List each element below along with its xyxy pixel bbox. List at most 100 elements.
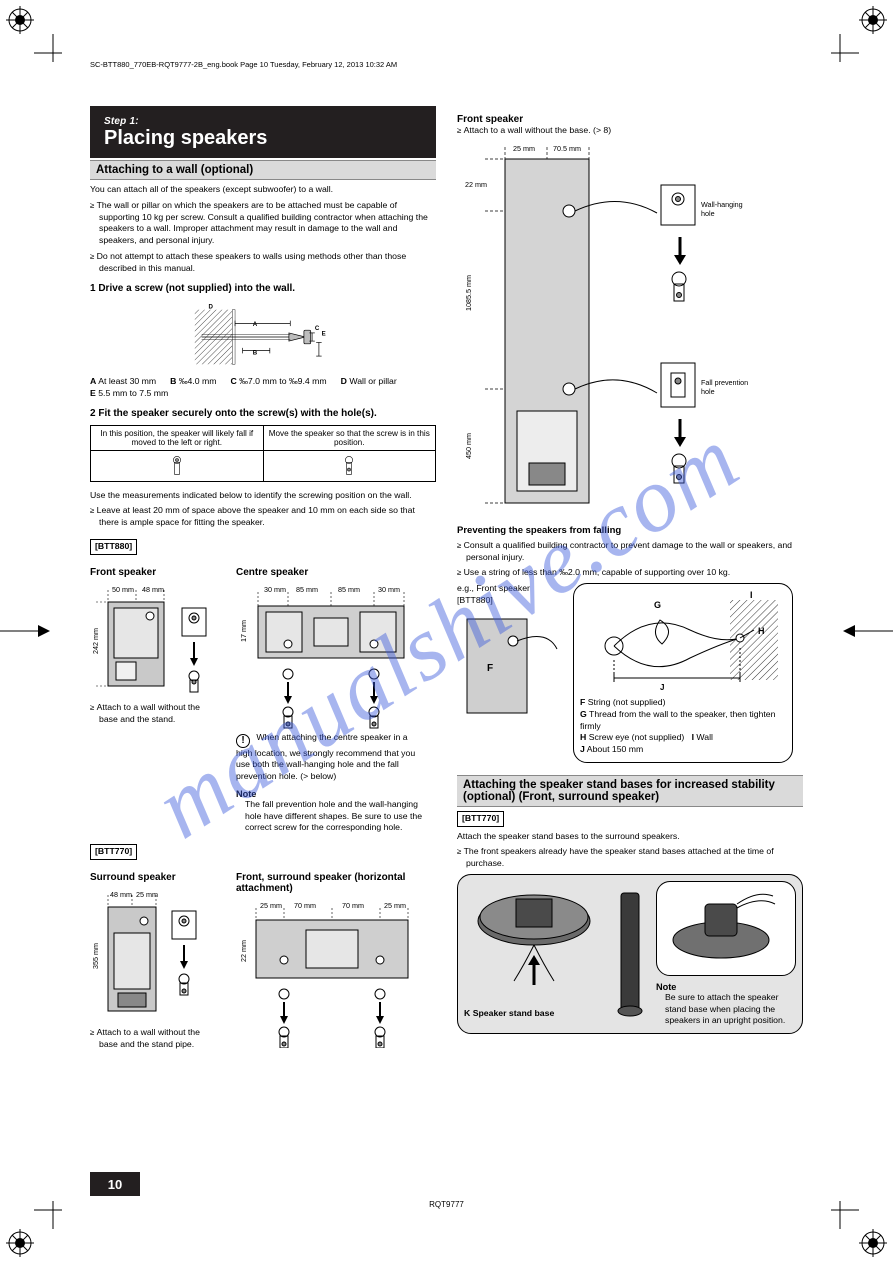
front-880-dia: 50 mm 48 mm 242 mm — [90, 582, 220, 702]
svg-text:Fall prevention: Fall prevention — [701, 378, 748, 387]
svg-text:25 mm: 25 mm — [513, 144, 535, 153]
svg-text:22 mm: 22 mm — [239, 940, 248, 962]
svg-text:hole: hole — [701, 209, 715, 218]
svg-text:85 mm: 85 mm — [296, 585, 318, 594]
model-btt770: [BTT770] — [90, 844, 137, 860]
svg-text:355 mm: 355 mm — [91, 943, 100, 969]
step-sub: Step 1: — [104, 116, 422, 127]
side-mark-left — [0, 623, 50, 639]
wall-bullet-1: The wall or pillar on which the speakers… — [90, 200, 436, 247]
svg-text:22 mm: 22 mm — [465, 180, 487, 189]
screw-bad-h: Move the speaker so that the screw is in… — [263, 425, 436, 450]
falling-eg: e.g., Front speaker [BTT880] — [457, 583, 567, 606]
svg-text:242 mm: 242 mm — [91, 628, 100, 654]
svg-text:A: A — [253, 321, 258, 328]
step-title: Placing speakers — [104, 127, 422, 150]
fsh-770-dia: 25 mm 70 mm 70 mm 25 mm 22 mm — [236, 898, 426, 1048]
positions-bullet: Leave at least 20 mm of space above the … — [90, 505, 436, 529]
svg-text:25 mm: 25 mm — [384, 901, 406, 910]
side-mark-right — [843, 623, 893, 639]
svg-text:25 mm: 25 mm — [260, 901, 282, 910]
svg-text:70 mm: 70 mm — [342, 901, 364, 910]
right-column: Front speaker Attach to a wall without t… — [457, 106, 803, 1034]
svg-text:50 mm: 50 mm — [112, 585, 134, 594]
surround-770-h: Surround speaker — [90, 872, 220, 883]
front-880-h: Front speaker — [90, 567, 220, 578]
svg-text:I: I — [750, 590, 753, 600]
svg-text:G: G — [654, 600, 661, 610]
label-A: A At least 30 mm — [90, 376, 156, 388]
step1-h: 1 Drive a screw (not supplied) into the … — [90, 282, 436, 296]
keyhole-icon-bad — [340, 454, 358, 478]
screw-position-table: In this position, the speaker will likel… — [90, 425, 436, 482]
base-text-1: Attach the speaker stand bases to the su… — [457, 831, 803, 843]
front-770-tall-dia: 25 mm 70.5 mm 22 mm 1085.5 mm 450 mm Wal… — [457, 141, 803, 521]
svg-text:E: E — [322, 330, 326, 337]
svg-text:85 mm: 85 mm — [338, 585, 360, 594]
section-wall: Attaching to a wall (optional) — [90, 160, 436, 180]
center-880-note-h: Note — [236, 789, 426, 799]
label-D: D Wall or pillar — [341, 376, 397, 388]
center-880-note: The fall prevention hole and the wall-ha… — [236, 799, 426, 834]
base-text-2: The front speakers already have the spea… — [457, 846, 803, 870]
base-note: Be sure to attach the speaker stand base… — [656, 992, 796, 1027]
crop-mark-br — [831, 1201, 887, 1257]
svg-text:D: D — [208, 303, 213, 310]
footline: RQT9777 — [90, 1200, 803, 1209]
falling-h: Preventing the speakers from falling — [457, 525, 803, 536]
wall-bullet-2: Do not attempt to attach these speakers … — [90, 251, 436, 275]
svg-text:Wall-hanging: Wall-hanging — [701, 200, 743, 209]
label-K: K Speaker stand base — [464, 1008, 554, 1018]
step2-h: 2 Fit the speaker securely onto the scre… — [90, 407, 436, 421]
center-880-dia: 30 mm 85 mm 85 mm 30 mm 17 mm — [236, 582, 426, 732]
svg-text:C: C — [315, 325, 320, 332]
label-B: B ‰4.0 mm — [170, 376, 216, 388]
base-panel: K Speaker stand base Note Be sure to att… — [457, 874, 803, 1034]
center-880-h: Centre speaker — [236, 567, 426, 578]
base-note-h: Note — [656, 982, 796, 992]
svg-text:30 mm: 30 mm — [264, 585, 286, 594]
wall-intro: You can attach all of the speakers (exce… — [90, 184, 436, 196]
svg-text:1085.5 mm: 1085.5 mm — [464, 275, 473, 311]
front-770-bullet: Attach to a wall without the base. (> 8) — [457, 125, 803, 137]
crop-mark-tl — [6, 6, 62, 62]
model-btt880: [BTT880] — [90, 539, 137, 555]
section-base: Attaching the speaker stand bases for in… — [457, 775, 803, 807]
falling-speaker-dia: F — [457, 611, 567, 721]
svg-text:hole: hole — [701, 387, 715, 396]
svg-text:48 mm: 48 mm — [110, 890, 132, 899]
svg-text:48 mm: 48 mm — [142, 585, 164, 594]
center-880-warn: When attaching the centre speaker in a h… — [236, 732, 415, 781]
front-880-bullet: Attach to a wall without the base and th… — [90, 702, 220, 726]
running-header: SC-BTT880_770EB-RQT9777-2B_eng.book Page… — [90, 60, 397, 69]
positions-note: Use the measurements indicated below to … — [90, 490, 436, 502]
left-column: Step 1: Placing speakers Attaching to a … — [90, 106, 436, 1050]
keyhole-icon-good — [168, 454, 186, 478]
falling-detail-panel: I G H J F String (not supplied) G Thread… — [573, 583, 793, 763]
screw-figure: D C A B E — [188, 302, 338, 372]
fsh-770-h: Front, surround speaker (horizontal atta… — [236, 872, 426, 894]
svg-text:70 mm: 70 mm — [294, 901, 316, 910]
svg-text:450 mm: 450 mm — [464, 433, 473, 459]
falling-b1: Consult a qualified building contractor … — [457, 540, 803, 564]
svg-text:H: H — [758, 626, 765, 636]
screw-good-h: In this position, the speaker will likel… — [91, 425, 264, 450]
svg-text:30 mm: 30 mm — [378, 585, 400, 594]
front-770-h: Front speaker — [457, 114, 803, 125]
label-C: C ‰7.0 mm to ‰9.4 mm — [231, 376, 327, 388]
svg-text:J: J — [660, 683, 664, 690]
falling-b2: Use a string of less than ‰2.0 mm, capab… — [457, 567, 803, 579]
svg-text:F: F — [487, 663, 493, 674]
surround-770-dia: 48 mm 25 mm 355 mm — [90, 887, 220, 1027]
warning-icon: ! — [236, 734, 250, 748]
svg-text:25 mm: 25 mm — [136, 890, 158, 899]
svg-text:17 mm: 17 mm — [239, 620, 248, 642]
step-banner: Step 1: Placing speakers — [90, 106, 436, 158]
model-btt770-2: [BTT770] — [457, 811, 504, 827]
crop-mark-tr — [831, 6, 887, 62]
crop-mark-bl — [6, 1201, 62, 1257]
page-number: 10 — [90, 1172, 140, 1196]
label-E: E 5.5 mm to 7.5 mm — [90, 388, 168, 400]
svg-text:70.5 mm: 70.5 mm — [553, 144, 581, 153]
surround-770-bullet: Attach to a wall without the base and th… — [90, 1027, 220, 1051]
